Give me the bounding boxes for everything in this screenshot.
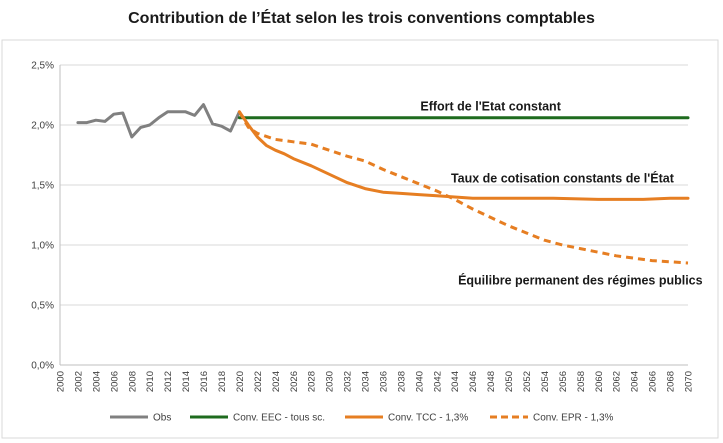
x-tick-label: 2068 [666,371,677,392]
y-tick-label: 1,0% [31,241,54,252]
x-tick-label: 2058 [576,371,587,392]
x-tick-label: 2050 [504,371,515,392]
x-tick-label: 2044 [450,371,461,392]
x-tick-label: 2030 [325,371,336,392]
annotations: Effort de l'Etat constant Taux de cotisat… [420,100,702,288]
x-tick-label: 2054 [540,371,551,392]
x-tick-label: 2064 [630,371,641,392]
series-line [76,103,241,139]
x-tick-label: 2042 [432,371,443,392]
x-tick-label: 2070 [684,371,695,392]
legend-label: Conv. EEC - tous sc. [233,413,325,424]
x-tick-label: 2014 [181,371,192,392]
y-tick-label: 1,5% [31,181,54,192]
legend-label: Obs [153,413,171,424]
y-tick-label: 0,5% [31,301,54,312]
x-tick-label: 2006 [109,371,120,392]
x-tick-label: 2060 [594,371,605,392]
x-tick-label: 2012 [163,371,174,392]
x-tick-label: 2010 [145,371,156,392]
x-tick-label: 2046 [468,371,479,392]
x-tick-label: 2004 [91,371,102,392]
annotation-label: Taux de cotisation constants de l'État [451,171,675,186]
x-tick-label: 2056 [558,371,569,392]
series-line [237,110,690,201]
legend-label: Conv. EPR - 1,3% [533,413,614,424]
x-tick-label: 2052 [522,371,533,392]
x-tick-label: 2038 [396,371,407,392]
chart-title: Contribution de l’État selon les trois c… [128,10,595,27]
legend: Obs Conv. EEC - tous sc. Conv. TCC - 1,3% C… [110,413,614,424]
x-tick-label: 2002 [73,371,84,392]
chart-border [1,39,719,439]
series-line [238,111,689,265]
x-tick-label: 2066 [648,371,659,392]
x-tick-label: 2028 [307,371,318,392]
x-tick-label: 2000 [56,371,67,392]
annotation-label: Effort de l'Etat constant [420,100,561,114]
series-lines [76,103,690,265]
x-tick-label: 2062 [612,371,623,392]
y-tick-label: 2,0% [31,121,54,132]
x-tick-label: 2040 [414,371,425,392]
x-tick-label: 2024 [271,371,282,392]
axes: 0,0% 0,5% 1,0% 1,5% 2,0% 2,5% 2000 2002 2004 2006… [31,61,694,393]
x-tick-label: 2022 [253,371,264,392]
x-tick-label: 2034 [361,371,372,392]
x-tick-label: 2008 [127,371,138,392]
gridlines [60,64,688,366]
y-tick-label: 2,5% [31,61,54,72]
x-tick-label: 2026 [289,371,300,392]
x-tick-label: 2016 [199,371,210,392]
x-tick-label: 2018 [217,371,228,392]
y-tick-label: 0,0% [31,361,54,372]
x-tick-label: 2036 [378,371,389,392]
legend-label: Conv. TCC - 1,3% [388,413,468,424]
x-tick-label: 2048 [486,371,497,392]
annotation-label: Équilibre permanent des régimes publics [458,273,703,288]
x-tick-label: 2020 [235,371,246,392]
x-tick-label: 2032 [343,371,354,392]
